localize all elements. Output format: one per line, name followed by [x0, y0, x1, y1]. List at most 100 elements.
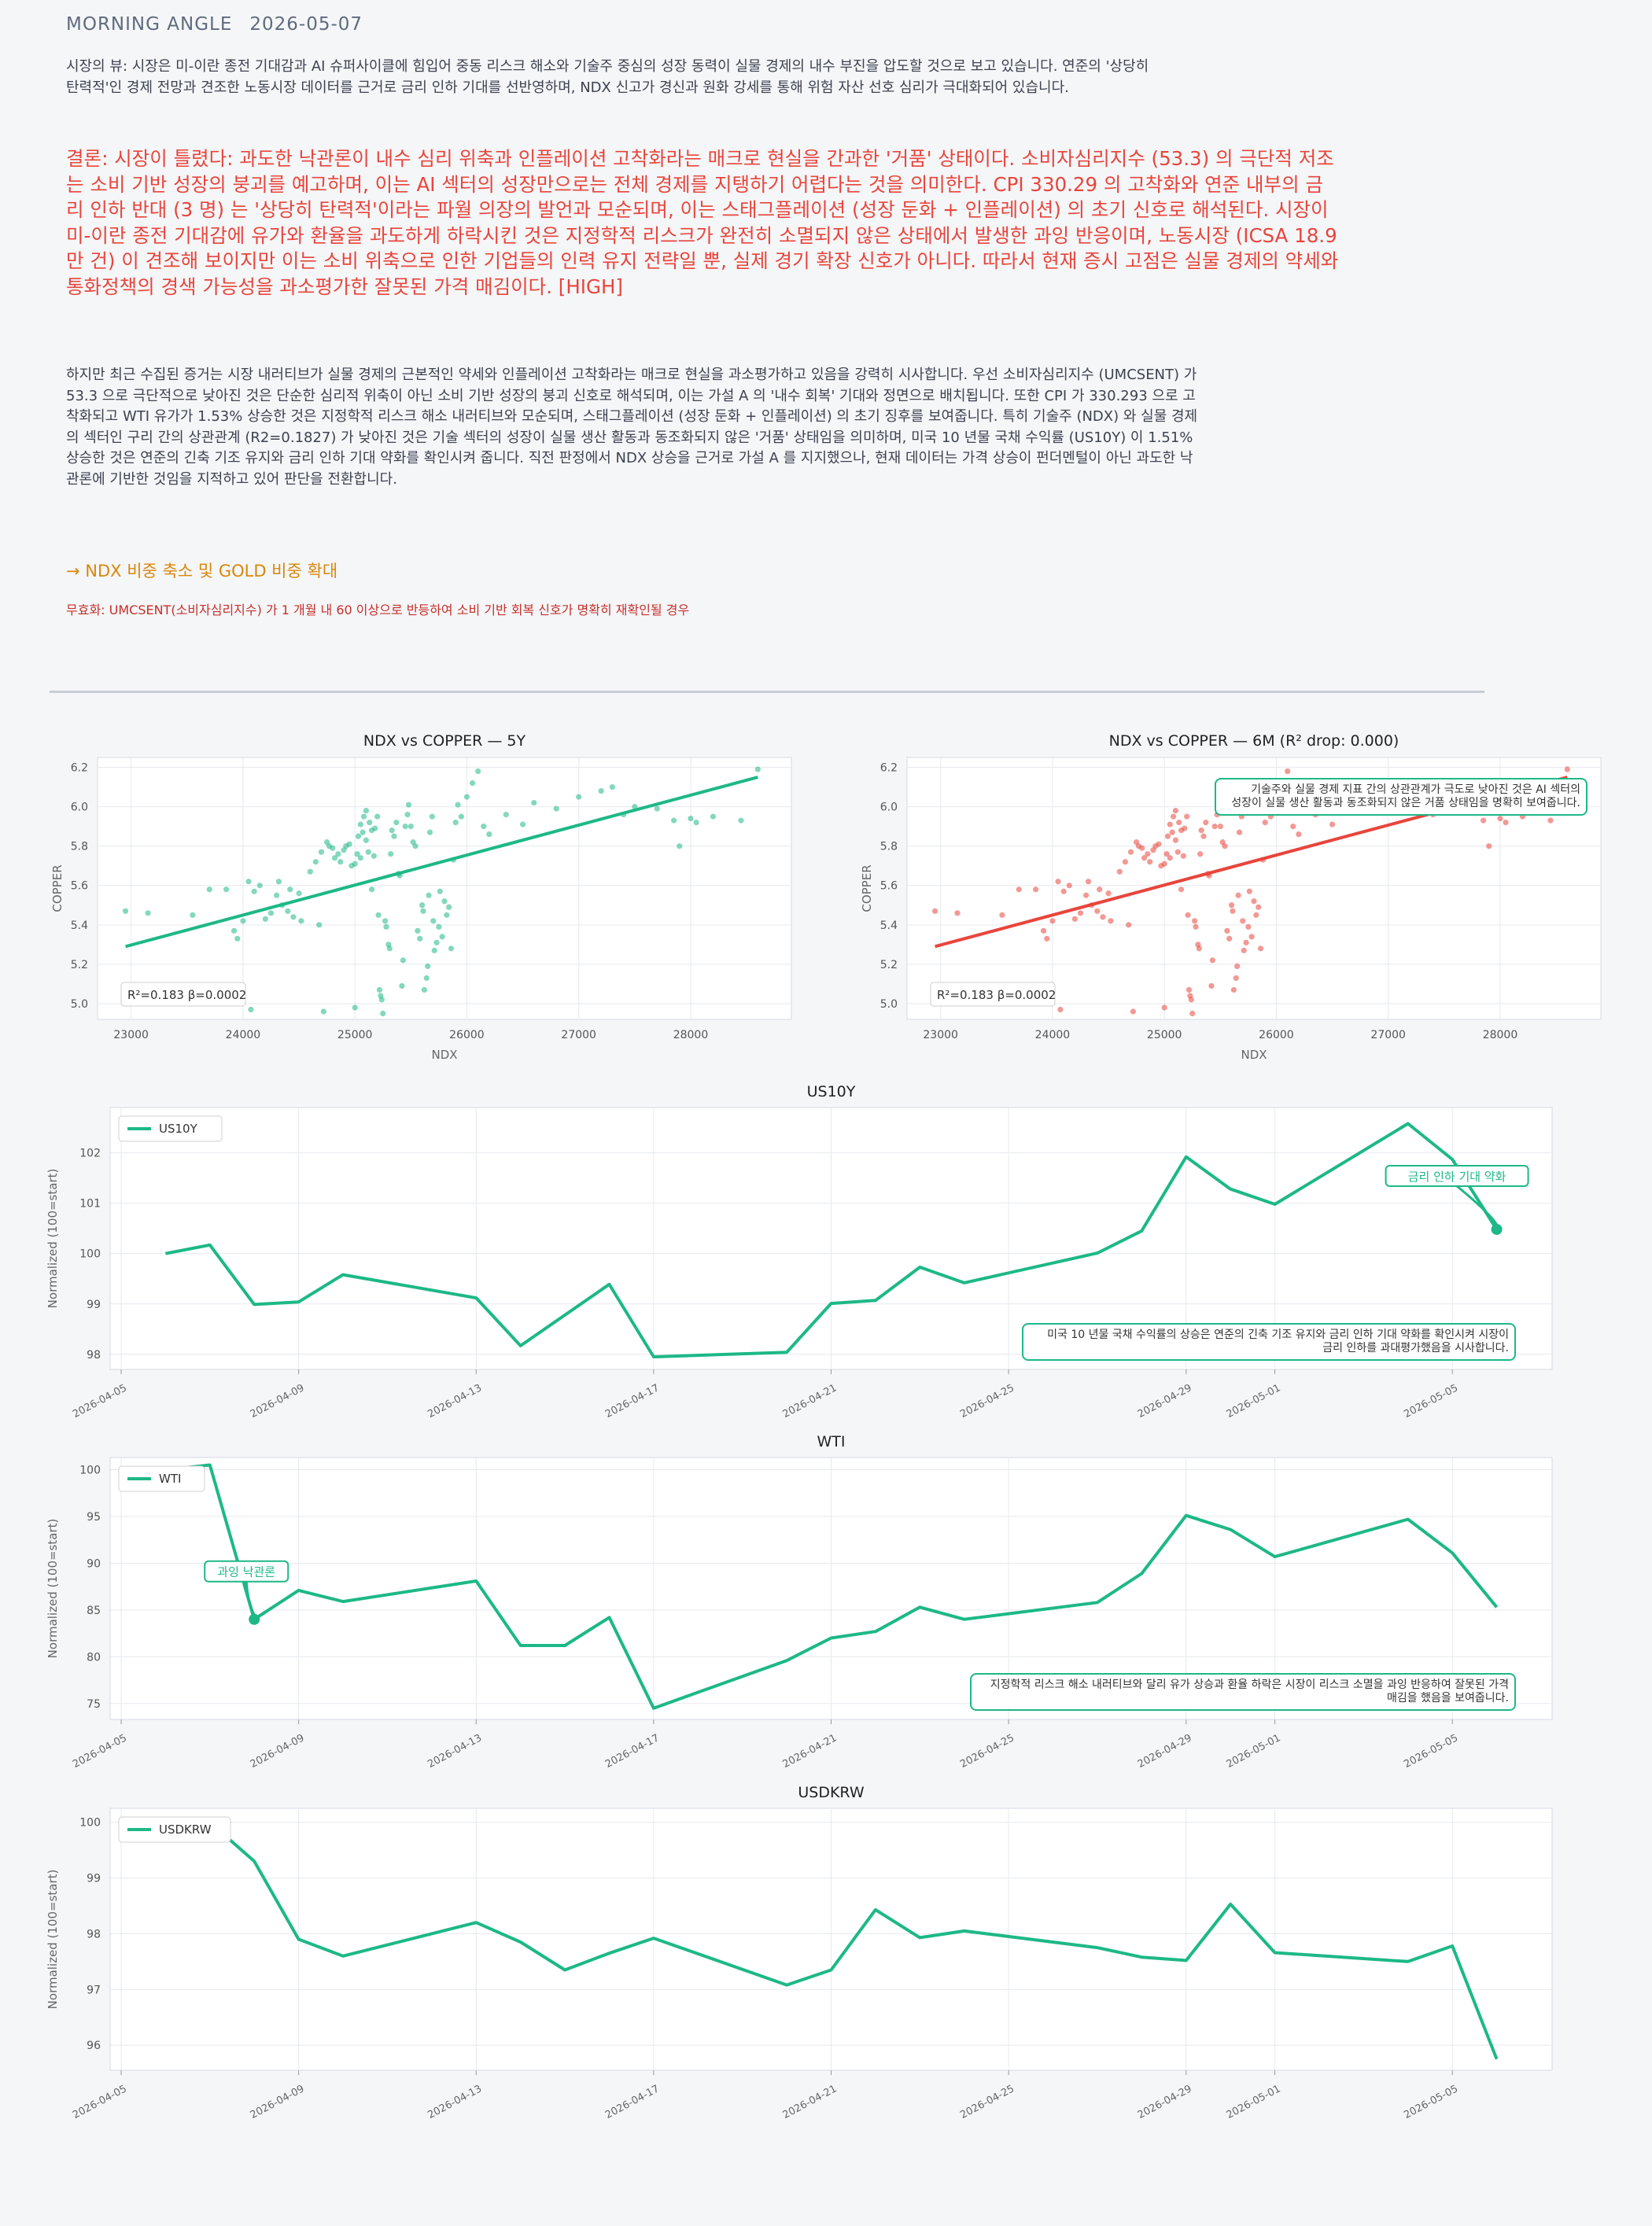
callout-box: [1385, 1165, 1529, 1187]
scatter-point: [1122, 859, 1129, 865]
scatter-point: [368, 886, 375, 893]
scatter-point: [386, 945, 393, 952]
scatter-point: [346, 841, 352, 847]
scatter-point: [290, 914, 297, 920]
x-tick-label: 2026-04-09: [249, 2083, 307, 2121]
x-tick-label: 2026-04-17: [603, 1382, 662, 1421]
x-tick-label: 2026-05-01: [1225, 1732, 1283, 1771]
stats-box: [120, 982, 246, 1007]
scatter-point: [1126, 922, 1132, 928]
scatter-point: [421, 986, 427, 993]
evidence-paragraph: 하지만 최근 수집된 증거는 시장 내러티브가 실물 경제의 근본적인 약세와 …: [66, 367, 1198, 488]
scatter-point: [420, 908, 426, 914]
x-tick-label: 27000: [561, 1029, 596, 1041]
chart-note-box: [970, 1673, 1516, 1711]
scatter-point: [1481, 817, 1487, 824]
scatter-point: [1167, 821, 1173, 827]
scatter-point: [1094, 908, 1101, 914]
y-tick-label: 99: [87, 1873, 101, 1885]
scatter-point: [710, 813, 717, 820]
scatter-point: [1233, 975, 1239, 982]
scatter-point: [380, 1010, 386, 1017]
y-tick-label: 100: [79, 1248, 101, 1261]
y-tick-label: 5.2: [880, 959, 898, 971]
y-tick-label: 5.6: [880, 880, 898, 893]
x-tick-label: 25000: [337, 1029, 373, 1041]
chart-note-line: 매김을 했음을 보여줍니다.: [1387, 1692, 1509, 1705]
x-tick-label: 2026-04-09: [249, 1382, 307, 1421]
scatter-point: [382, 918, 389, 924]
scatter-point: [1180, 853, 1186, 859]
scatter-point: [1211, 824, 1218, 830]
scatter-point: [375, 912, 382, 918]
y-tick-label: 5.2: [71, 959, 88, 971]
scatter-point: [1083, 892, 1090, 898]
x-tick-label: 26000: [449, 1029, 485, 1041]
scatter-point: [354, 851, 360, 857]
scatter-point: [1174, 849, 1181, 855]
scatter-point: [372, 825, 378, 831]
x-tick-label: 28000: [1483, 1029, 1518, 1041]
scatter-point: [1161, 1004, 1167, 1011]
y-tick-label: 75: [87, 1698, 101, 1711]
scatter-point: [531, 799, 537, 806]
scatter-point: [1185, 912, 1191, 918]
scatter-point: [1066, 883, 1072, 889]
legend-label: USDKRW: [159, 1822, 212, 1837]
scatter-point: [400, 957, 406, 964]
scatter-point: [1564, 766, 1570, 772]
scatter-point: [1178, 886, 1185, 893]
scatter-point: [1172, 808, 1179, 814]
y-tick-label: 98: [87, 1928, 101, 1940]
scatter-point: [417, 935, 423, 942]
scatter-point: [430, 918, 437, 924]
x-tick-label: 23000: [923, 1029, 958, 1041]
x-tick-label: 23000: [113, 1029, 149, 1041]
y-tick-label: 80: [87, 1651, 101, 1664]
scatter-point: [1055, 879, 1061, 885]
scatter-point: [1243, 939, 1249, 945]
scatter-point: [954, 910, 961, 916]
scatter-point: [1167, 855, 1173, 861]
plot-area: [97, 757, 792, 1020]
chart-title: USDKRW: [798, 1784, 864, 1801]
scatter-point: [1230, 986, 1237, 993]
y-tick-label: 5.8: [880, 841, 898, 853]
scatter-point: [274, 892, 280, 898]
scatter-point: [1224, 927, 1230, 934]
scatter-point: [437, 888, 443, 894]
scatter-point: [1197, 851, 1204, 857]
scatter-point: [1198, 827, 1204, 834]
scatter-point: [576, 794, 582, 800]
scatter-point: [402, 824, 408, 830]
scatter-point: [1228, 902, 1235, 908]
scatter-point: [1044, 935, 1050, 942]
conclusion-paragraph: 결론: 시장이 틀렸다: 과도한 낙관론이 내수 심리 위축과 인플레이션 고착…: [66, 147, 1339, 298]
scatter-point: [287, 886, 293, 893]
scatter-point: [360, 829, 366, 835]
scatter-point: [234, 935, 241, 942]
market-view-paragraph: 시장의 뷰: 시장은 미-이란 종전 기대감과 AI 슈퍼사이클에 힘입어 중동…: [66, 58, 1149, 96]
scatter-point: [1186, 986, 1193, 993]
y-tick-label: 101: [79, 1198, 101, 1211]
scatter-point: [363, 837, 370, 843]
series-line: [165, 1820, 1499, 2060]
scatter-point: [404, 812, 411, 818]
x-tick-label: 2026-04-29: [1136, 1382, 1194, 1421]
legend-label: US10Y: [159, 1122, 198, 1136]
callout-arrow: [245, 1581, 256, 1616]
scatter-point: [1145, 851, 1151, 857]
scatter-point: [738, 817, 744, 824]
x-tick-label: 2026-04-13: [426, 1732, 484, 1771]
x-tick-label: 27000: [1370, 1029, 1406, 1041]
series-line: [165, 1122, 1499, 1358]
scatter-point: [335, 851, 341, 857]
scatter-point: [331, 855, 338, 861]
x-tick-label: 2026-04-25: [958, 2083, 1016, 2121]
chart-title: US10Y: [807, 1083, 856, 1100]
scatter-point: [1193, 923, 1199, 930]
fit-line: [125, 776, 758, 949]
scatter-point: [632, 803, 638, 810]
scatter-point: [298, 918, 304, 924]
scatter-point: [441, 898, 448, 905]
